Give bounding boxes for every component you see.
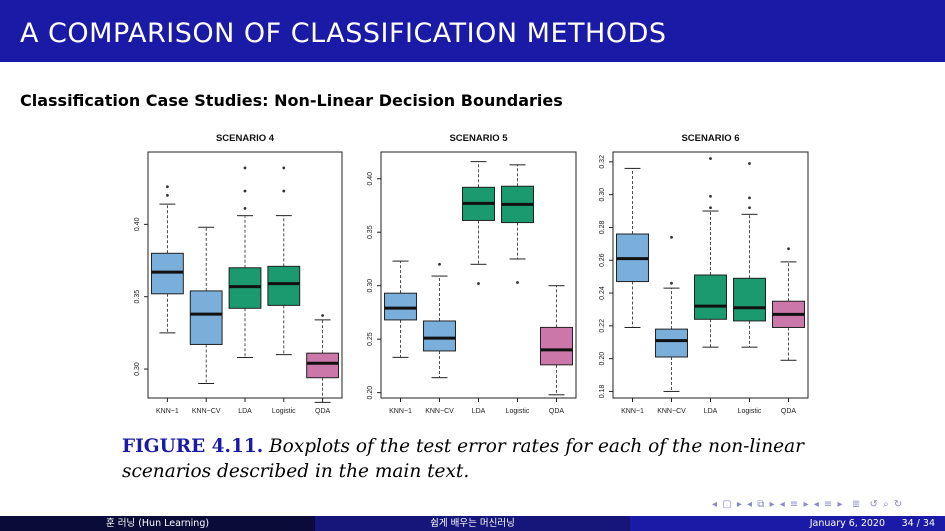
x-tick-label: KNN−1 (156, 408, 179, 415)
slide-subtitle: Classification Case Studies: Non-Linear … (20, 91, 563, 110)
y-tick-label: 0.32 (599, 155, 606, 169)
y-tick-label: 0.22 (599, 319, 606, 333)
outlier-point (166, 194, 169, 197)
outlier-point (748, 196, 751, 200)
outlier-point (282, 166, 286, 170)
y-tick-label: 0.40 (367, 172, 374, 186)
outlier-point (787, 247, 790, 251)
outlier-point (243, 166, 247, 170)
outlier-point (516, 281, 519, 284)
box (694, 274, 727, 320)
outlier-point (748, 162, 751, 165)
y-tick-label: 0.25 (367, 332, 374, 346)
outlier-point (709, 194, 712, 198)
outlier-point (709, 157, 712, 160)
x-tick-label: Logistic (272, 408, 296, 415)
outlier-point (670, 281, 673, 285)
y-tick-label: 0.40 (134, 217, 141, 231)
y-tick-label: 0.30 (367, 279, 374, 293)
x-tick-label: Logistic (738, 408, 762, 415)
title-bar: A COMPARISON OF CLASSIFICATION METHODS (0, 0, 945, 62)
box (733, 277, 766, 322)
y-tick-label: 0.30 (599, 188, 606, 202)
y-tick-label: 0.35 (367, 225, 374, 239)
y-tick-label: 0.20 (599, 352, 606, 366)
x-tick-label: Logistic (506, 408, 530, 415)
slide-footer: 훈 러닝 (Hun Learning) 쉽게 배우는 머신러닝 January … (0, 516, 945, 531)
y-tick-label: 0.30 (134, 362, 141, 376)
caption-text: Boxplots of the test error rates for eac… (122, 436, 804, 482)
x-tick-label: KNN−CV (425, 408, 454, 415)
x-tick-label: LDA (472, 408, 486, 415)
footer-right: January 6, 2020 34 / 34 (630, 516, 945, 531)
x-tick-label: KNN−1 (621, 408, 644, 415)
outlier-point (748, 206, 751, 210)
chart-title: SCENARIO 5 (449, 133, 508, 144)
x-tick-label: KNN−1 (389, 408, 412, 415)
outlier-point (477, 282, 480, 285)
box (384, 292, 417, 321)
x-tick-label: QDA (315, 408, 331, 415)
beamer-navigation-icons[interactable]: ◂ ▢ ▸ ◂ ⧉ ▸ ◂ ≡ ▸ ◂ ≡ ▸ ≣ ↺ ⌕ ↻ (712, 499, 904, 510)
y-tick-label: 0.26 (599, 253, 606, 267)
box (189, 290, 223, 345)
box (540, 326, 573, 366)
footer-page-number: 34 / 34 (901, 518, 935, 529)
y-tick-label: 0.35 (134, 290, 141, 304)
y-tick-label: 0.28 (599, 221, 606, 235)
outlier-point (321, 314, 324, 317)
footer-course: 쉽게 배우는 머신러닝 (315, 516, 630, 531)
box (423, 320, 456, 352)
outlier-point (438, 262, 441, 266)
box (655, 328, 688, 358)
footer-date: January 6, 2020 (809, 518, 885, 529)
outlier-point (166, 185, 169, 189)
x-tick-label: QDA (549, 408, 565, 415)
box (306, 352, 340, 379)
outlier-point (243, 207, 247, 210)
y-tick-label: 0.24 (599, 286, 606, 300)
figure-label: FIGURE 4.11. (122, 436, 264, 457)
x-tick-label: QDA (781, 408, 797, 415)
y-tick-label: 0.18 (599, 385, 606, 399)
footer-author: 훈 러닝 (Hun Learning) (0, 516, 315, 531)
x-tick-label: KNN−CV (192, 408, 221, 415)
y-tick-label: 0.20 (367, 386, 374, 400)
outlier-point (282, 189, 286, 193)
boxplot-figure: SCENARIO 4 0.30 0.35 0.40 KNN−1 KNN−CV LDA Logi… (134, 133, 809, 415)
chart-title: SCENARIO 6 (681, 133, 739, 144)
box (267, 265, 301, 306)
outlier-point (709, 206, 712, 210)
outlier-point (243, 189, 247, 193)
slide-title: A COMPARISON OF CLASSIFICATION METHODS (20, 18, 667, 49)
chart-title: SCENARIO 4 (216, 133, 275, 144)
x-tick-label: KNN−CV (657, 408, 686, 415)
x-tick-label: LDA (238, 408, 252, 415)
figure-caption: FIGURE 4.11. Boxplots of the test error … (122, 434, 842, 484)
x-tick-label: LDA (704, 408, 718, 415)
outlier-point (670, 235, 673, 239)
